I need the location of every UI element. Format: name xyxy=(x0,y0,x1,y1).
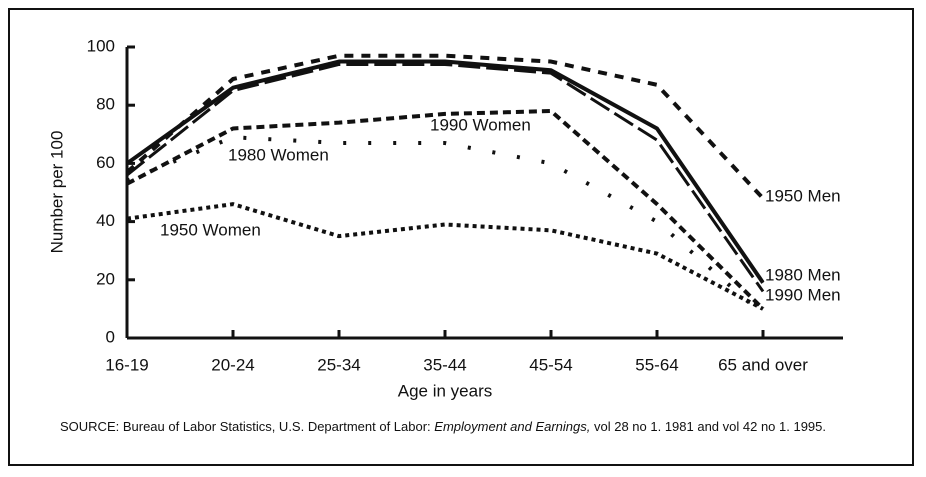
x-tick-label: 55-64 xyxy=(635,355,678,374)
series-line xyxy=(125,59,765,284)
x-tick-label: 65 and over xyxy=(718,355,808,374)
series-line xyxy=(126,135,765,317)
source-title: Employment and Earnings, xyxy=(434,419,591,434)
series-label: 1990 Men xyxy=(765,285,841,304)
y-tick-label: 0 xyxy=(106,327,115,346)
x-tick-label: 25-34 xyxy=(317,355,360,374)
series-line xyxy=(126,202,764,311)
source-text: SOURCE: Bureau of Labor Statistics, U.S.… xyxy=(60,419,435,434)
y-axis-label: Number per 100 xyxy=(47,131,66,254)
y-tick-label: 80 xyxy=(96,95,115,114)
x-tick-label: 16-19 xyxy=(105,355,148,374)
y-tick-label: 60 xyxy=(96,153,115,172)
source-note: SOURCE: Bureau of Labor Statistics, U.S.… xyxy=(60,418,840,435)
x-tick-label: 35-44 xyxy=(423,355,466,374)
series-label: 1950 Women xyxy=(160,220,261,239)
series-label: 1980 Women xyxy=(228,145,329,164)
series-line xyxy=(126,109,765,311)
source-text: vol 28 no 1. 1981 and vol 42 no 1. 1995. xyxy=(590,419,827,434)
x-tick-label: 45-54 xyxy=(529,355,572,374)
series-label: 1980 Men xyxy=(765,265,841,284)
series-line xyxy=(125,53,765,200)
y-tick-label: 20 xyxy=(96,269,115,288)
series-line xyxy=(126,62,765,293)
x-tick-label: 20-24 xyxy=(211,355,254,374)
x-axis-label: Age in years xyxy=(398,381,493,400)
frame xyxy=(8,8,914,466)
series-label: 1990 Women xyxy=(430,115,531,134)
y-tick-label: 100 xyxy=(87,36,115,55)
series-label: 1950 Men xyxy=(765,186,841,205)
y-tick-label: 40 xyxy=(96,211,115,230)
